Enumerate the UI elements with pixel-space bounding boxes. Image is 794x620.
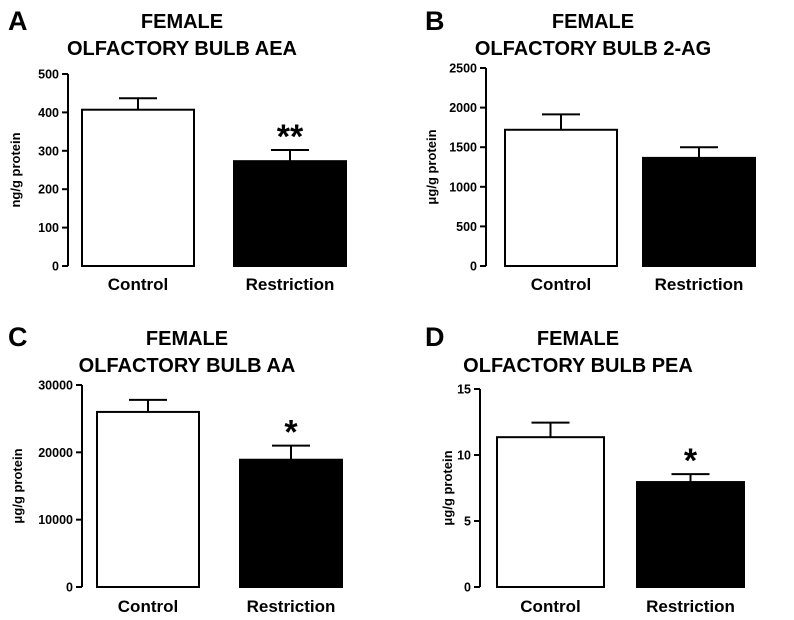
y-tick-label: 500 (38, 68, 59, 82)
bar-restriction (239, 458, 343, 588)
y-tick-label: 200 (38, 183, 59, 197)
y-tick-label: 0 (470, 260, 477, 274)
y-tick-label: 0 (66, 581, 73, 595)
chart-title-line-2: OLFACTORY BULB 2-AG (475, 38, 711, 60)
y-tick-label: 400 (38, 106, 59, 120)
y-tick-label: 2500 (449, 62, 477, 76)
panel-letter: D (425, 322, 445, 352)
chart-title-line-1: FEMALE (537, 328, 619, 350)
category-label-restriction: Restriction (655, 275, 744, 294)
category-label-control: Control (520, 597, 580, 616)
chart-panel-c: C FEMALE OLFACTORY BULB AA 0 10000 20000 30000… (8, 322, 343, 616)
y-tick-label: 0 (464, 581, 471, 595)
y-tick-label: 5 (464, 515, 471, 529)
chart-title-line-1: FEMALE (141, 11, 223, 33)
y-tick-label: 1500 (449, 141, 477, 155)
y-tick-label: 10 (457, 449, 471, 463)
chart-panel-a: A FEMALE OLFACTORY BULB AEA 0 100 200 300 400 50… (8, 6, 347, 294)
bar-control (81, 108, 195, 267)
y-tick-label: 1000 (449, 180, 477, 194)
y-tick-label: 0 (52, 260, 59, 274)
panel-letter: C (8, 322, 28, 352)
y-axis-label: ng/g protein (8, 132, 23, 207)
category-label-restriction: Restriction (646, 597, 735, 616)
y-axis-label: μg/g protein (440, 450, 455, 525)
y-tick-label: 30000 (38, 379, 73, 393)
bar-control (96, 410, 200, 588)
significance-marker: * (684, 442, 698, 480)
y-tick-label: 15 (457, 383, 471, 397)
significance-marker: * (284, 414, 298, 452)
bar-control (504, 128, 618, 267)
y-tick-label: 100 (38, 221, 59, 235)
category-label-control: Control (118, 597, 178, 616)
panel-letter: A (8, 6, 28, 36)
bar-restriction (642, 156, 756, 267)
chart-title-line-2: OLFACTORY BULB AA (79, 355, 296, 377)
category-label-restriction: Restriction (247, 597, 336, 616)
bar-control (496, 436, 605, 588)
category-label-restriction: Restriction (246, 275, 335, 294)
significance-marker: ** (277, 118, 304, 156)
bar-restriction (233, 160, 347, 267)
chart-title-line-1: FEMALE (146, 328, 228, 350)
y-axis-label: μg/g protein (10, 448, 25, 523)
bar-restriction (636, 481, 745, 588)
y-axis-label: μg/g protein (424, 129, 439, 204)
y-tick-label: 20000 (38, 446, 73, 460)
category-label-control: Control (108, 275, 168, 294)
y-tick-label: 10000 (38, 513, 73, 527)
y-tick-label: 300 (38, 144, 59, 158)
chart-title-line-2: OLFACTORY BULB PEA (463, 355, 693, 377)
chart-panel-b: B FEMALE OLFACTORY BULB 2-AG 0 500 1000 1500 20… (424, 6, 756, 294)
y-tick-label: 2000 (449, 101, 477, 115)
panel-letter: B (425, 6, 445, 36)
category-label-control: Control (531, 275, 591, 294)
chart-title-line-1: FEMALE (552, 11, 634, 33)
chart-title-line-2: OLFACTORY BULB AEA (67, 38, 297, 60)
y-tick-label: 500 (456, 220, 477, 234)
chart-panel-d: D FEMALE OLFACTORY BULB PEA 0 5 10 15 μg/g prot… (425, 322, 745, 616)
